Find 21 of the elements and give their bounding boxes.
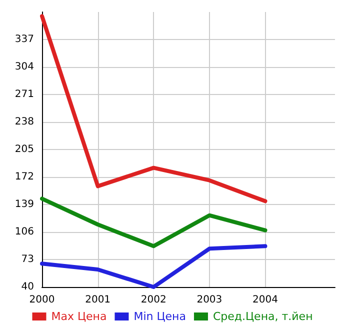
x-tick-label: 2004 [252,294,278,306]
x-tick-label: 2003 [196,294,222,306]
x-tick-label: 2002 [140,294,166,306]
x-tick-label: 2001 [85,294,111,306]
line-series [40,244,268,289]
y-tick-label: 106 [14,226,34,238]
y-tick-label: 40 [21,282,34,292]
legend-label: Сред.Цена, т.йен [212,310,313,323]
line-series [40,14,268,204]
x-tick-label: 2000 [29,294,55,306]
y-tick-label: 172 [14,172,34,182]
legend-label: Min Цена [134,310,186,323]
y-tick-label: 139 [14,199,34,210]
y-tick-label: 73 [21,254,34,265]
legend-label: Max Цена [51,310,107,323]
line-series [40,196,268,248]
y-tick-label: 271 [14,89,34,100]
y-tick-label: 238 [14,116,34,128]
y-tick-label: 205 [14,144,34,155]
y-tick-label: 304 [14,62,34,72]
y-tick-label: 337 [14,34,34,45]
